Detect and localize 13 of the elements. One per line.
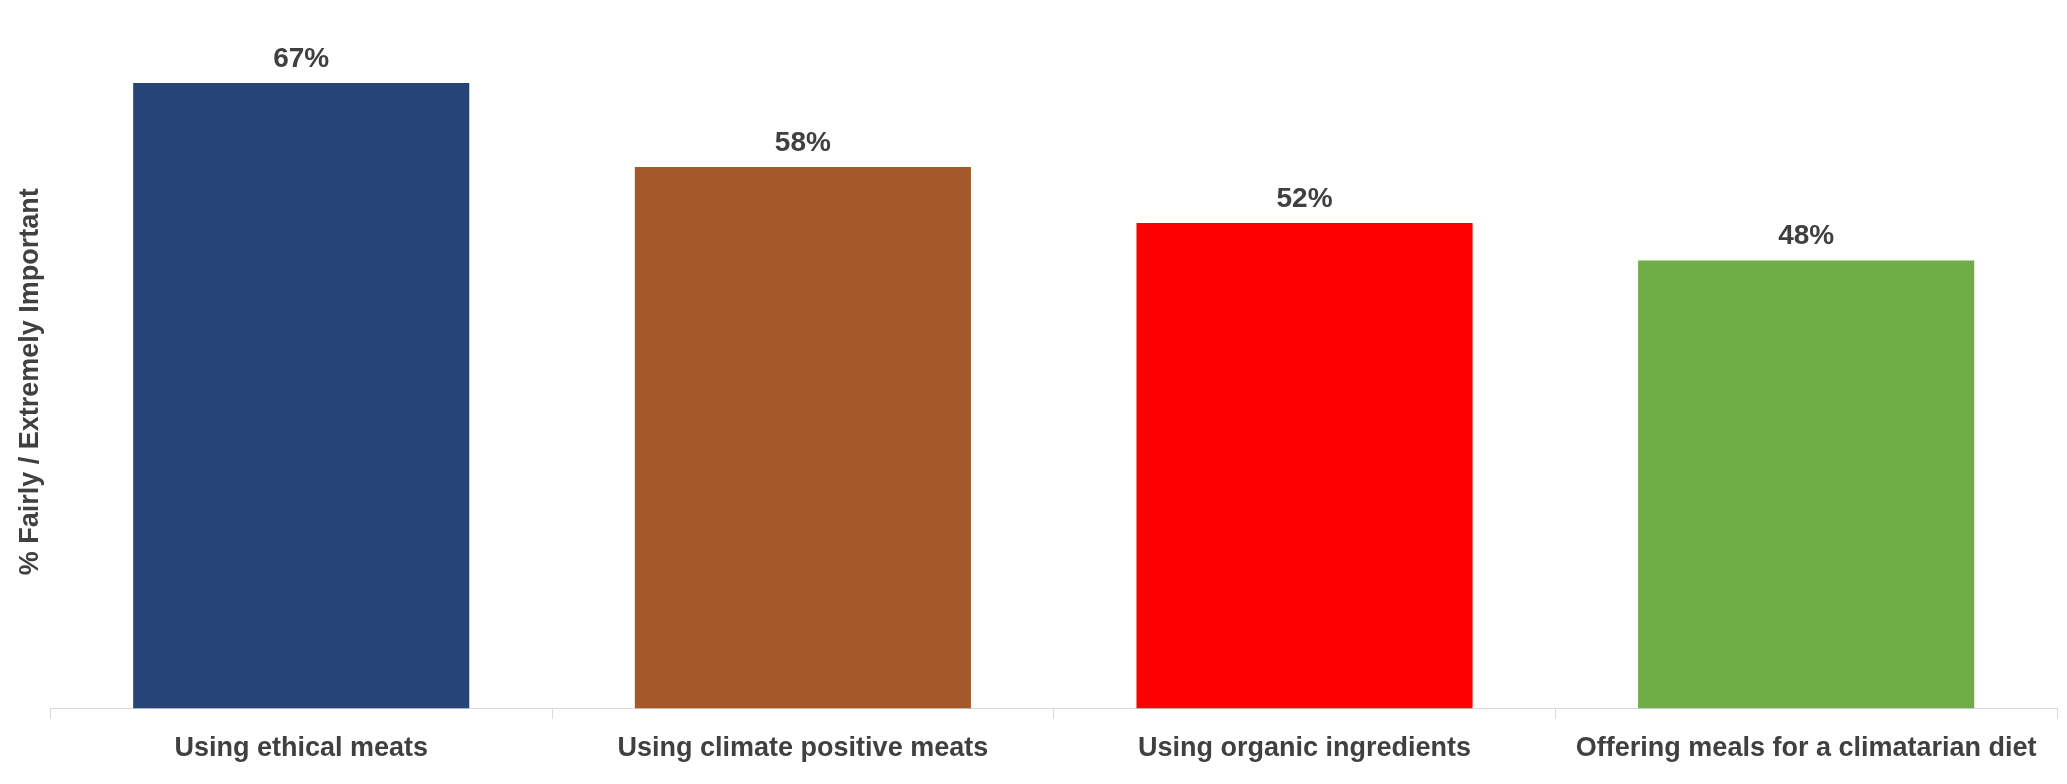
bar [634, 167, 971, 709]
bar [133, 83, 470, 709]
data-label: 67% [273, 41, 330, 73]
x-tick-label: Using organic ingredients [1138, 732, 1472, 763]
y-axis-title: % Fairly / Extremely Important [13, 188, 44, 576]
x-tick-label: Offering meals for a climatarian diet [1575, 732, 2037, 763]
x-tick-label: Using climate positive meats [617, 732, 989, 763]
data-label: 58% [774, 125, 831, 157]
data-label: 48% [1778, 219, 1835, 251]
bar [1136, 223, 1473, 709]
x-tick-label: Using ethical meats [174, 732, 429, 763]
data-label: 52% [1276, 181, 1333, 213]
bar [1638, 260, 1975, 709]
